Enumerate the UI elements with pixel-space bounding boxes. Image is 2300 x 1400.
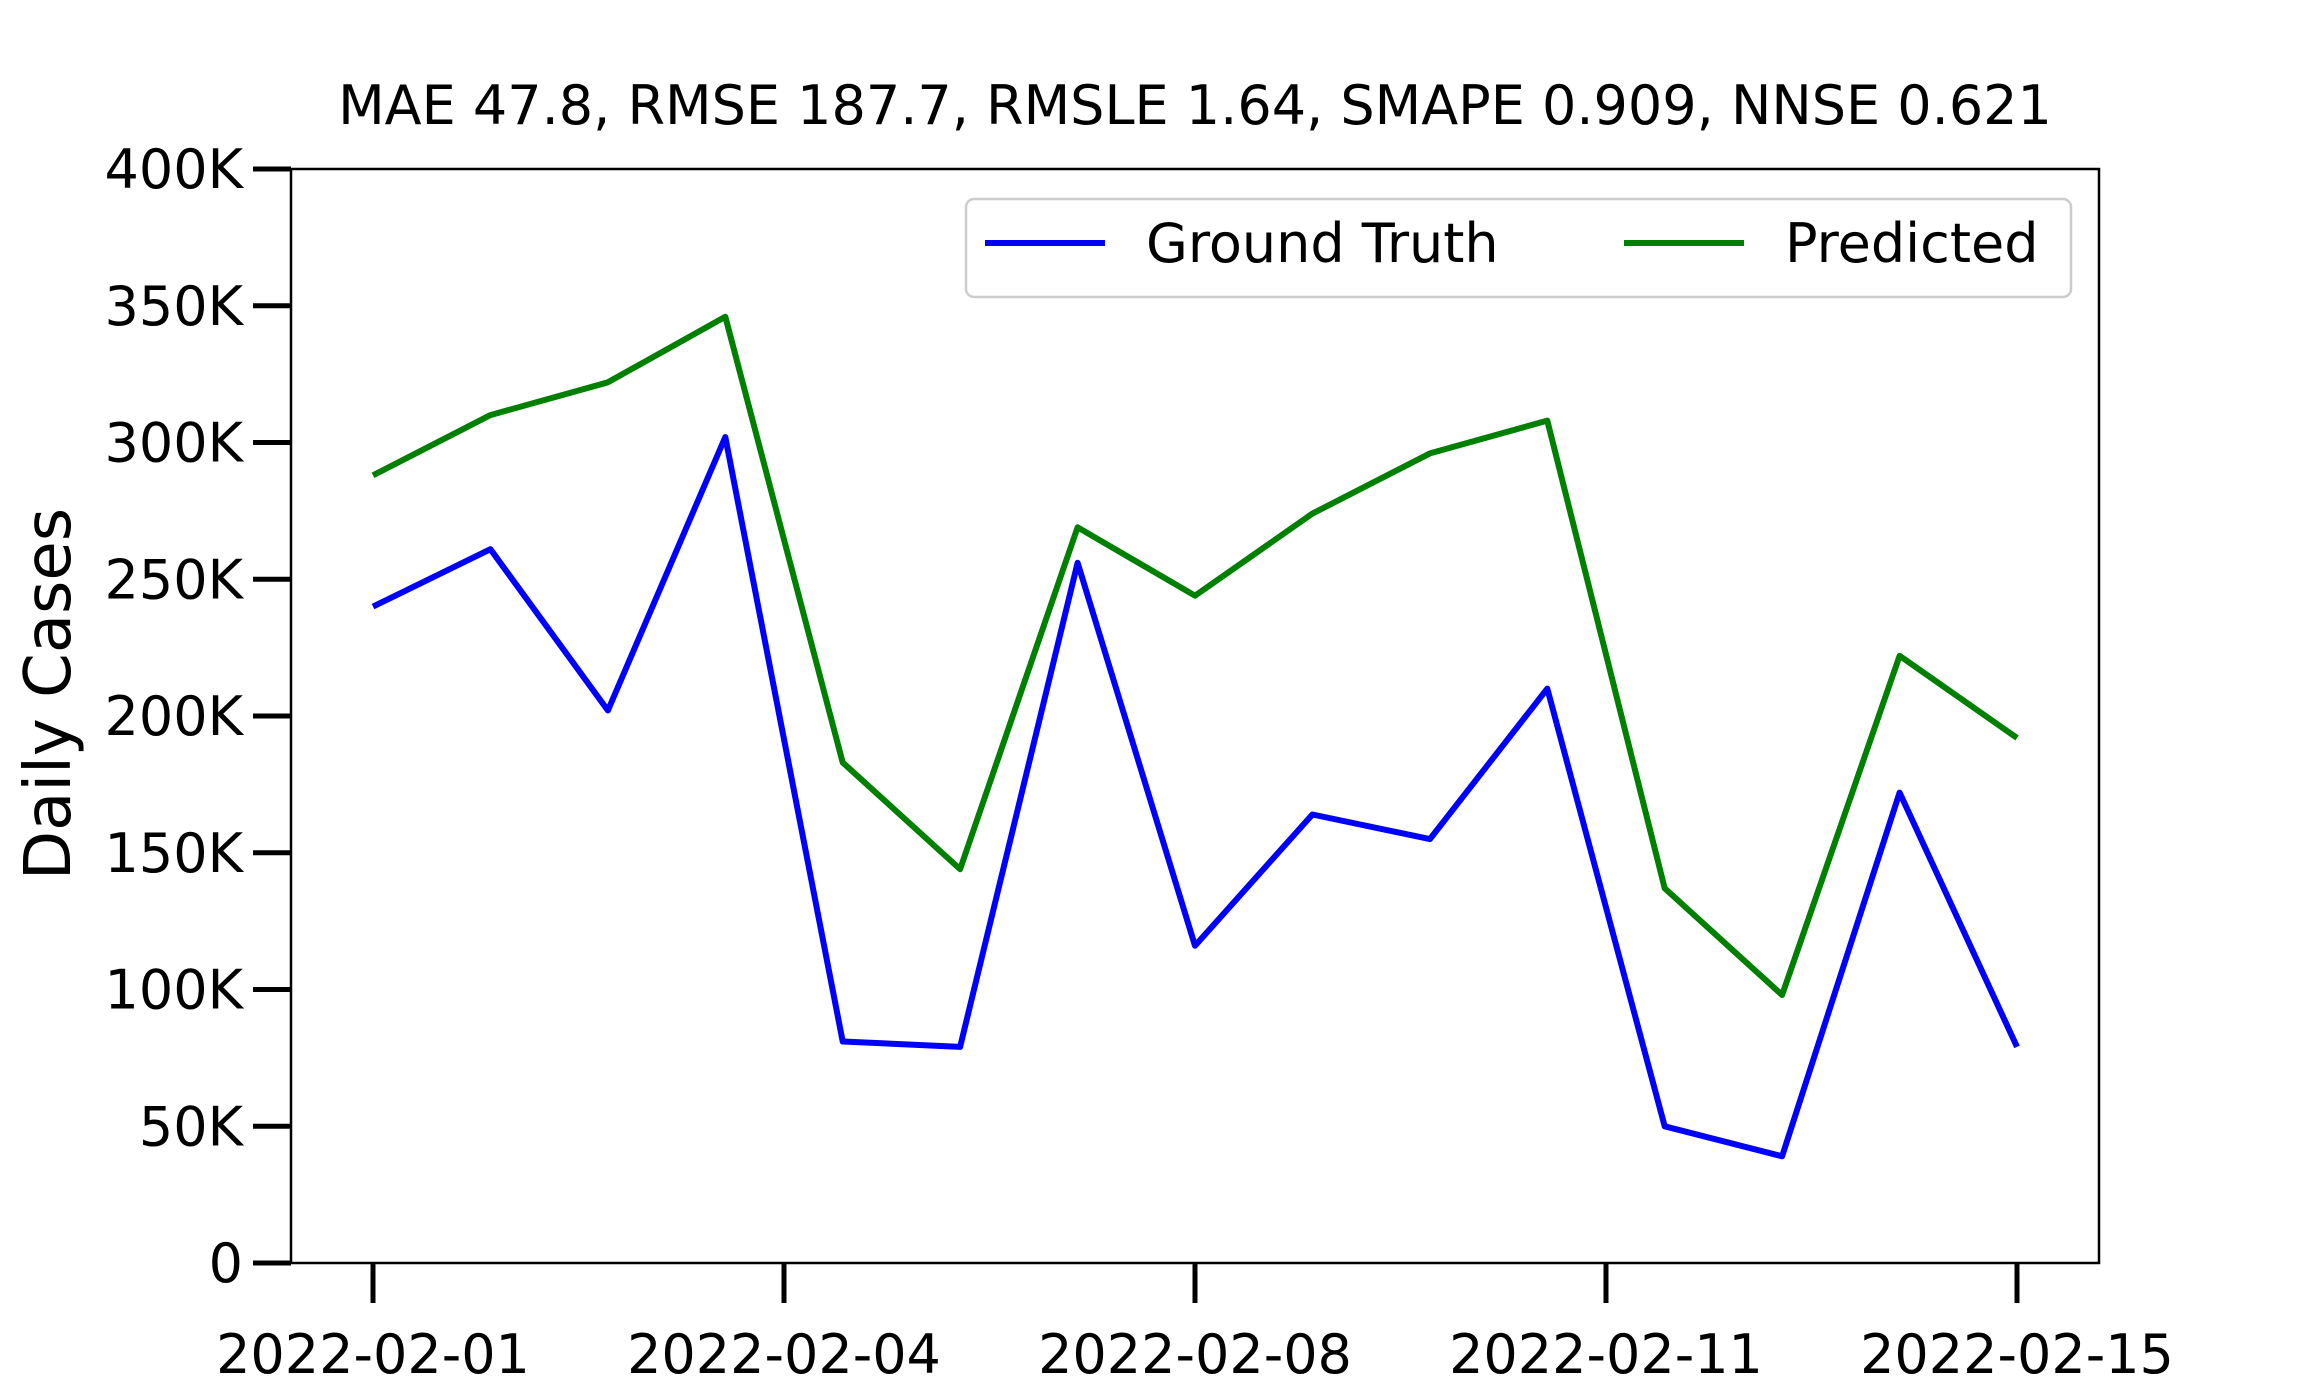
y-tick-label: 400K: [105, 138, 245, 201]
series-line-predicted: [371, 313, 2019, 998]
y-axis-label: Daily Cases: [12, 508, 86, 880]
y-tick-label: 200K: [105, 685, 245, 748]
x-tick-label: 2022-02-04: [627, 1323, 941, 1386]
x-tick-label: 2022-02-11: [1449, 1323, 1763, 1386]
series-layer: [371, 313, 2020, 1160]
legend: Ground Truth Predicted: [964, 197, 2073, 299]
y-tick-label: 150K: [105, 822, 245, 885]
y-tick-label: 350K: [105, 275, 245, 338]
y-tick-label: 0: [209, 1232, 243, 1295]
y-tick-label: 100K: [105, 959, 245, 1022]
y-tick-label: 300K: [105, 412, 245, 475]
x-tick-label: 2022-02-08: [1038, 1323, 1352, 1386]
plot-frame: [289, 167, 2101, 1265]
y-tick-label: 50K: [139, 1095, 245, 1158]
series-line-ground-truth: [371, 434, 2020, 1160]
x-tick-label: 2022-02-01: [216, 1323, 530, 1386]
legend-box: [964, 197, 2073, 299]
legend-predicted-label: Predicted: [1785, 212, 2039, 275]
chart-title: MAE 47.8, RMSE 187.7, RMSLE 1.64, SMAPE …: [338, 74, 2052, 137]
y-tick-label: 250K: [105, 548, 245, 611]
legend-ground-truth-label: Ground Truth: [1146, 212, 1499, 275]
x-axis-ticks: 2022-02-01 2022-02-04 2022-02-08 2022-02-11…: [216, 1263, 2174, 1386]
x-tick-label: 2022-02-15: [1860, 1323, 2174, 1386]
y-axis-ticks: 0 50K 100K 150K 200K 250K 300K 350K 400K: [105, 138, 291, 1295]
